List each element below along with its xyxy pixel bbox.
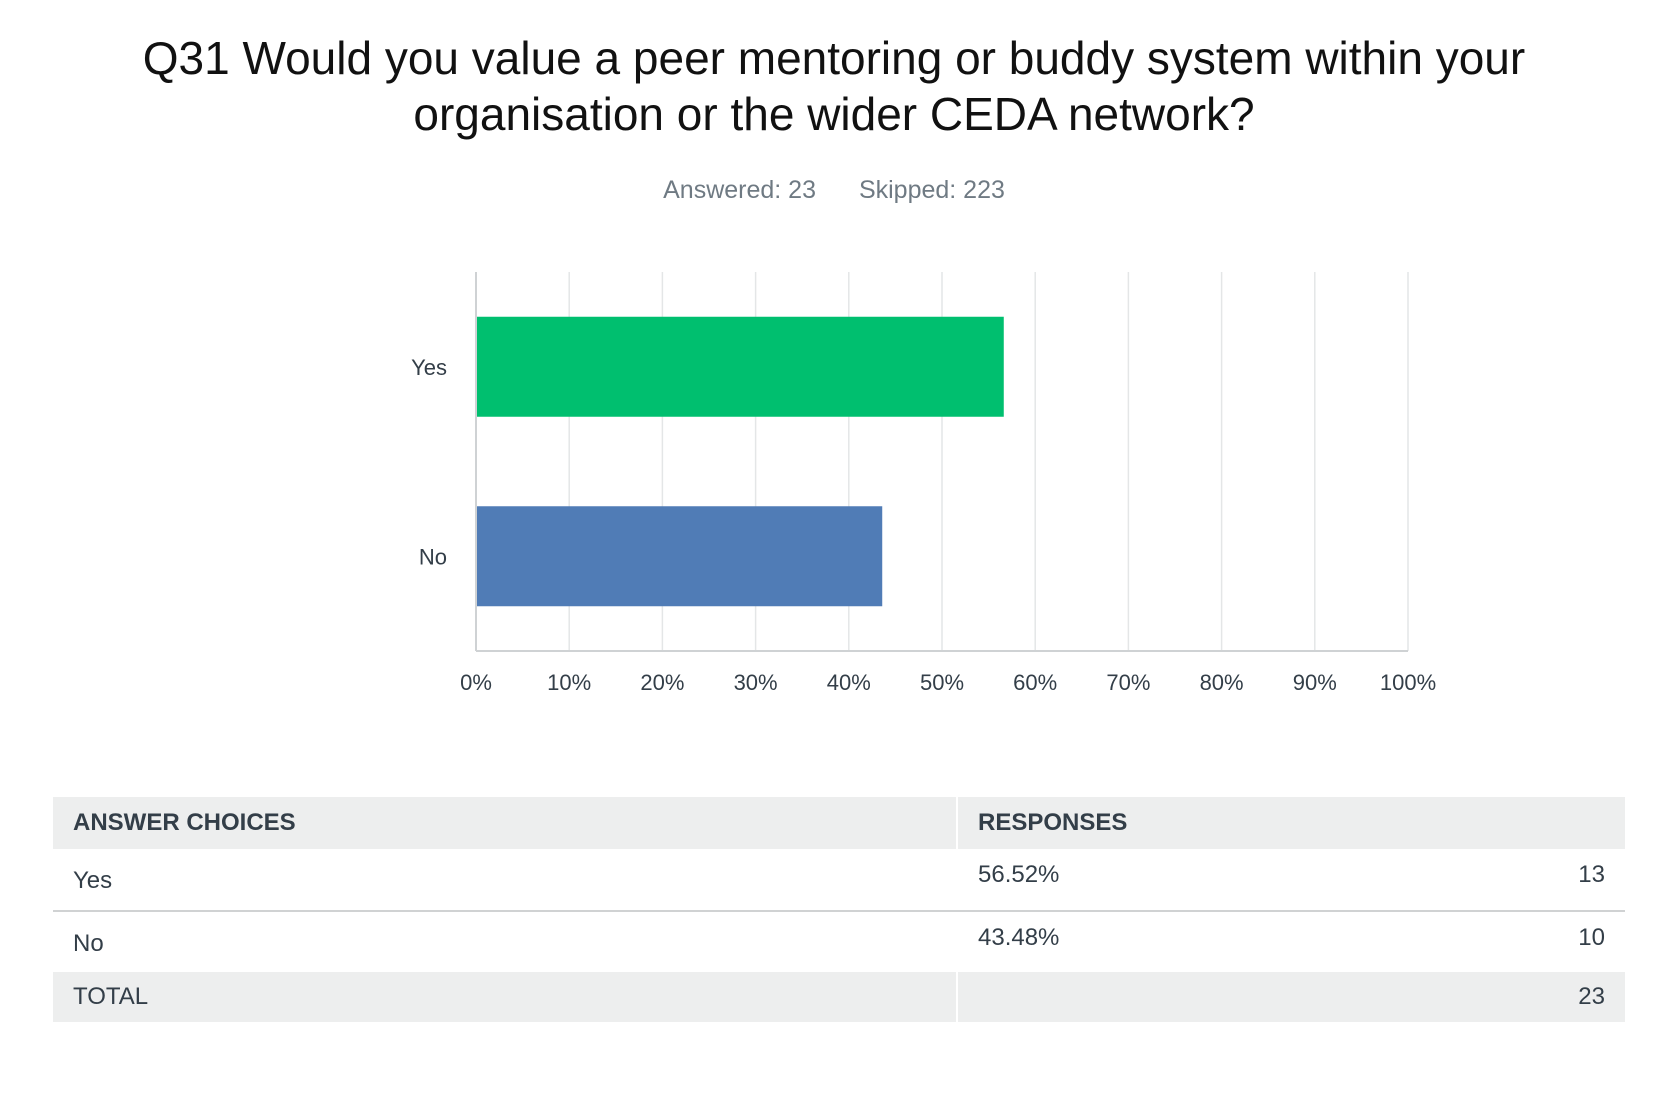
y-category-label: No	[419, 544, 447, 569]
x-tick-label: 70%	[1106, 670, 1150, 695]
question-title-line-1: Q31 Would you value a peer mentoring or …	[142, 32, 1526, 84]
table-header-row: ANSWER CHOICES RESPONSES	[53, 797, 1625, 849]
x-tick-label: 50%	[920, 670, 964, 695]
row-response-no: 43.48% 10	[958, 912, 1625, 972]
question-title: Q31 Would you value a peer mentoring or …	[84, 30, 1584, 142]
x-tick-label: 90%	[1293, 670, 1337, 695]
row-count-no: 10	[1578, 924, 1605, 951]
x-tick-label: 100%	[1380, 670, 1436, 695]
row-count-yes: 13	[1578, 861, 1605, 888]
x-tick-label: 80%	[1200, 670, 1244, 695]
question-title-line-2: organisation or the wider CEDA network?	[413, 88, 1255, 140]
row-response-yes: 56.52% 13	[958, 849, 1625, 910]
responses-table: ANSWER CHOICES RESPONSES Yes 56.52% 13 N…	[53, 797, 1625, 1022]
bar-no	[477, 506, 883, 607]
total-count: 23	[1578, 983, 1605, 1010]
y-category-label: Yes	[411, 355, 447, 380]
row-choice-no: No	[73, 930, 104, 957]
table-row: No 43.48% 10	[53, 912, 1625, 972]
total-label: TOTAL	[53, 972, 958, 1022]
header-responses: RESPONSES	[978, 809, 1128, 836]
table-row: Yes 56.52% 13	[53, 849, 1625, 912]
row-choice-yes: Yes	[73, 867, 113, 894]
skipped-count: Skipped: 223	[858, 176, 1005, 204]
header-answer-choices: ANSWER CHOICES	[53, 797, 958, 849]
bar-chart: 0% 10% 20% 30% 40% 50% 60% 70% 80% 90% 100% Yes No	[411, 272, 1436, 695]
x-tick-label: 10%	[547, 670, 591, 695]
row-percent-yes: 56.52%	[978, 861, 1060, 888]
table-total-row: TOTAL 23	[53, 972, 1625, 1022]
row-percent-no: 43.48%	[978, 924, 1060, 951]
x-tick-label: 0%	[460, 670, 492, 695]
bar-yes	[477, 316, 1004, 417]
x-tick-label: 30%	[734, 670, 778, 695]
response-stats: Answered: 23 Skipped: 223	[0, 176, 1668, 205]
x-tick-label: 40%	[827, 670, 871, 695]
x-tick-label: 60%	[1013, 670, 1057, 695]
x-tick-label: 20%	[640, 670, 684, 695]
answered-count: Answered: 23	[663, 176, 816, 204]
